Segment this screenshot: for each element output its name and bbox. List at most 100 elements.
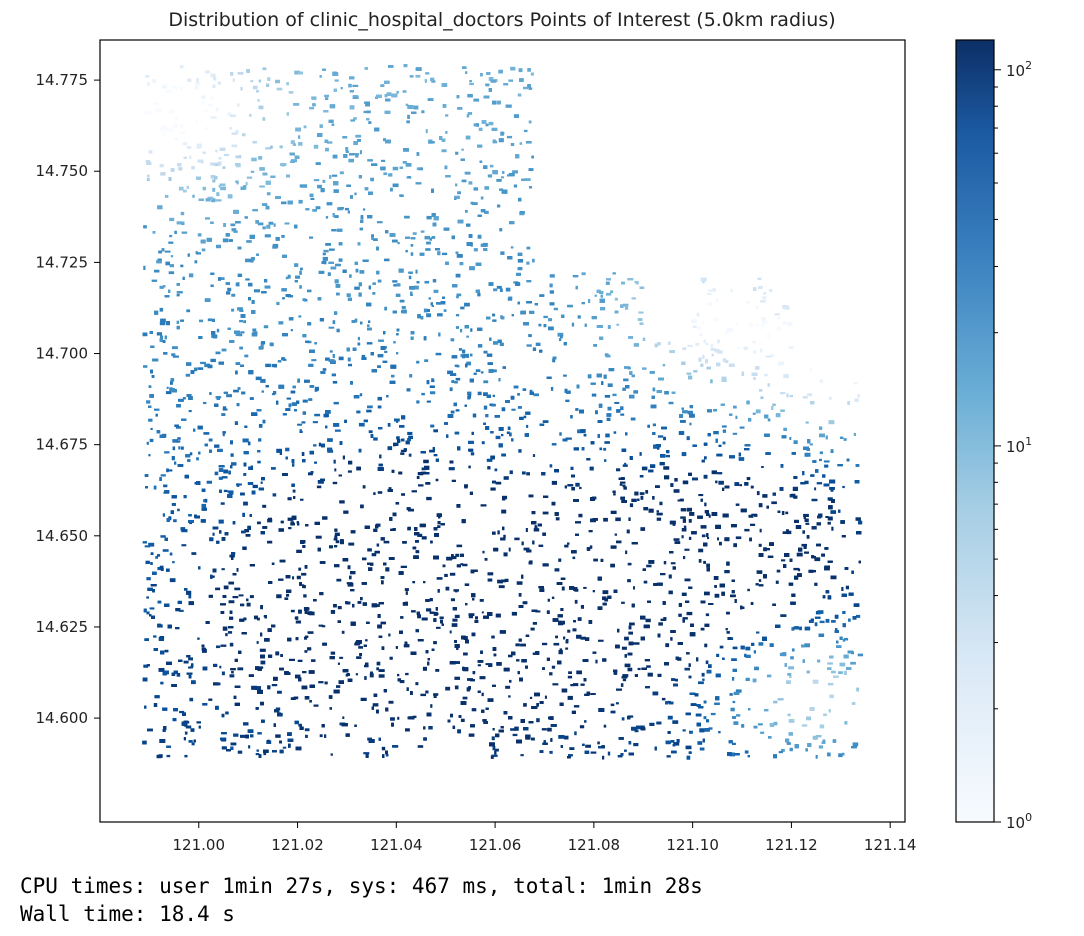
poi-point (519, 142, 523, 145)
poi-point (479, 599, 484, 602)
poi-point (578, 513, 583, 518)
poi-point (552, 683, 559, 686)
poi-point (334, 79, 339, 82)
poi-point (631, 498, 637, 502)
poi-point (257, 732, 262, 735)
poi-point (622, 678, 627, 682)
poi-point (191, 680, 196, 685)
poi-point (480, 371, 484, 374)
poi-point (246, 602, 251, 607)
poi-point (178, 186, 184, 191)
poi-point (362, 208, 366, 211)
poi-point (697, 741, 703, 745)
poi-point (517, 393, 520, 396)
poi-point (153, 635, 157, 638)
poi-point (415, 269, 418, 274)
poi-point (831, 670, 836, 674)
poi-point (686, 611, 693, 616)
poi-point (155, 413, 158, 417)
poi-point (239, 319, 244, 323)
poi-point (235, 155, 240, 159)
poi-point (346, 582, 353, 585)
poi-point (606, 413, 612, 417)
poi-point (412, 581, 416, 584)
poi-point (703, 716, 707, 720)
poi-point (744, 528, 750, 532)
poi-point (831, 526, 834, 531)
poi-point (166, 469, 173, 472)
poi-point (468, 733, 475, 737)
poi-point (729, 637, 734, 640)
poi-point (766, 674, 772, 678)
poi-point (718, 731, 721, 734)
poi-point (789, 675, 792, 678)
poi-point (574, 731, 577, 736)
poi-point (244, 354, 249, 358)
poi-point (431, 80, 436, 83)
poi-point (549, 274, 555, 278)
poi-point (517, 259, 524, 263)
poi-point (216, 192, 220, 197)
poi-point (262, 67, 267, 71)
poi-point (354, 286, 360, 290)
poi-point (405, 103, 409, 107)
poi-point (638, 311, 644, 314)
poi-point (683, 525, 687, 529)
poi-point (222, 433, 225, 437)
poi-point (674, 478, 678, 482)
poi-point (733, 543, 737, 548)
poi-point (287, 497, 292, 501)
poi-point (160, 318, 166, 323)
poi-point (687, 344, 693, 347)
poi-point (404, 588, 409, 591)
poi-point (178, 398, 184, 402)
poi-point (169, 578, 176, 583)
poi-point (530, 627, 535, 631)
poi-point (277, 712, 282, 717)
poi-point (388, 557, 395, 560)
poi-point (575, 482, 580, 487)
poi-point (246, 240, 252, 243)
poi-point (233, 389, 239, 393)
poi-point (272, 243, 279, 248)
poi-point (496, 179, 502, 182)
poi-point (286, 397, 291, 400)
poi-point (494, 748, 499, 752)
poi-point (151, 279, 158, 282)
poi-point (179, 710, 185, 714)
poi-point (805, 522, 810, 525)
poi-point (183, 723, 188, 727)
poi-point (714, 593, 720, 598)
poi-point (605, 281, 610, 285)
poi-point (643, 580, 648, 584)
poi-point (340, 87, 343, 90)
poi-point (372, 703, 379, 707)
poi-point (176, 440, 181, 443)
poi-point (759, 389, 763, 392)
poi-point (332, 381, 338, 384)
poi-point (407, 431, 413, 435)
poi-point (325, 216, 329, 219)
poi-point (829, 396, 832, 400)
poi-point (732, 677, 735, 681)
poi-point (473, 248, 478, 252)
poi-point (652, 496, 655, 500)
poi-point (493, 288, 498, 292)
poi-point (746, 477, 751, 481)
poi-point (409, 374, 413, 378)
poi-point (334, 468, 337, 472)
poi-point (648, 469, 654, 473)
poi-point (827, 752, 831, 757)
poi-point (370, 177, 374, 182)
poi-point (213, 162, 220, 167)
poi-point (435, 352, 442, 356)
poi-point (276, 301, 280, 306)
poi-point (301, 572, 307, 576)
poi-point (622, 674, 629, 677)
poi-point (480, 243, 487, 247)
poi-point (305, 208, 310, 211)
poi-point (312, 421, 318, 424)
poi-point (172, 439, 178, 443)
poi-point (170, 380, 173, 385)
poi-point (240, 734, 246, 738)
